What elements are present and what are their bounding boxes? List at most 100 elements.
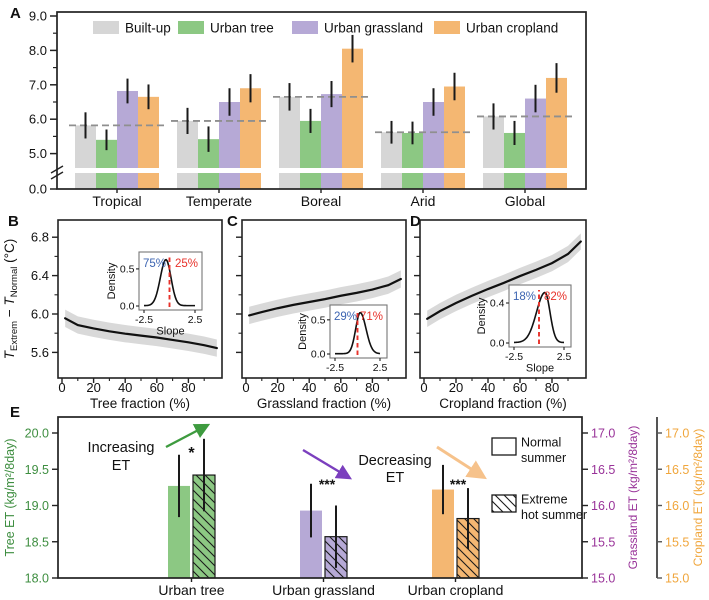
inset-frame <box>138 251 203 311</box>
annotation-increasing-et-line2: ET <box>112 458 131 474</box>
x-tick-label: 40 <box>118 380 132 395</box>
bar-built-up-boreal <box>279 96 300 189</box>
plot-frame-C <box>241 219 407 379</box>
tree-axis-tick-label: 20.0 <box>25 427 49 441</box>
confidence-band-D <box>427 233 581 327</box>
legend-label-cropland: Urban cropland <box>466 21 558 36</box>
x-tick-label: 0 <box>58 380 65 395</box>
tree-axis-tick-label: 18.5 <box>25 535 49 549</box>
inset-left-percent: 29% <box>334 311 357 323</box>
grassland-axis-tick-label: 17.0 <box>591 427 615 441</box>
bar-urban-cropland-arid <box>444 86 465 189</box>
x-axis-title-B: Tree fraction (%) <box>90 396 190 411</box>
grassland-axis-tick-label: 16.5 <box>591 463 615 477</box>
tree-axis-title: Tree ET (kg/m²/8day) <box>3 438 17 556</box>
bar-normal-urban-grassland <box>300 510 322 578</box>
axis-break-mark <box>50 165 64 174</box>
x-tick-label: 0 <box>242 380 249 395</box>
increasing-et-arrow <box>165 423 211 449</box>
x-tick-label: 60 <box>334 380 348 395</box>
plot-frame-D <box>419 219 587 379</box>
inset-left-percent: 75% <box>143 258 166 270</box>
bar-built-up-tropical <box>75 125 96 189</box>
inset-x-tick-label: 2.5 <box>188 314 203 326</box>
cropland-axis-tick-label: 16.0 <box>665 499 689 513</box>
x-tick-label: 20 <box>270 380 284 395</box>
bar-normal-urban-cropland <box>432 489 454 578</box>
inset-y-axis-title: Density <box>297 313 309 350</box>
y-tick-label: 8.0 <box>29 43 47 58</box>
x-tick-label: 80 <box>181 380 195 395</box>
y-axis-title-B: TExtrem − TNormal (°C) <box>2 239 20 360</box>
category-label-arid: Arid <box>411 193 436 209</box>
inset-x-tick-label: -2.5 <box>135 314 153 326</box>
x-tick-label: 60 <box>150 380 164 395</box>
inset-C: 0.0 0.5 -2.5 2.5 Density 29% 71% <box>297 304 388 374</box>
x-tick-label: 20 <box>449 380 463 395</box>
bar-urban-tree-global <box>504 132 525 189</box>
x-axis-title-C: Grassland fraction (%) <box>257 396 391 411</box>
bar-urban-cropland-temperate <box>240 88 261 189</box>
y-tick-label: 6.4 <box>31 268 49 283</box>
bar-urban-cropland-boreal <box>342 48 363 190</box>
confidence-band-B <box>65 309 217 357</box>
inset-y-axis-title: Density <box>476 297 488 334</box>
x-tick-label: 80 <box>365 380 379 395</box>
bar-urban-grassland-temperate <box>219 102 240 189</box>
category-label-urban-grassland: Urban grassland <box>272 582 375 598</box>
tree-axis-tick-label: 19.0 <box>25 499 49 513</box>
bar-urban-tree-tropical <box>96 139 117 189</box>
bar-groups-A <box>75 48 567 190</box>
cropland-axis-tick-label: 16.5 <box>665 463 689 477</box>
legend-label-line1: Extreme <box>521 493 568 507</box>
trend-line-C <box>248 277 402 317</box>
annotation-decreasing-et: Decreasing <box>358 453 431 469</box>
legend-label-builtup: Built-up <box>125 21 171 36</box>
trend-line-D <box>426 240 582 320</box>
bar-urban-tree-temperate <box>198 139 219 189</box>
cropland-axis-tick-label: 17.0 <box>665 427 689 441</box>
inset-x-axis-title: Slope <box>526 363 554 375</box>
plot-frame-E <box>57 416 583 579</box>
inset-y-tick-label: 0.0 <box>120 301 135 313</box>
inset-y-tick-label: 0.5 <box>120 263 135 275</box>
x-axis-title-D: Cropland fraction (%) <box>439 396 567 411</box>
inset-D: 0.0 0.4 -2.5 2.5 Density Slope 18% 82% <box>476 284 572 375</box>
legend-A: Built-up Urban tree Urban grassland Urban c… <box>93 21 558 36</box>
significance-urban-grassland: *** <box>319 476 336 492</box>
inset-y-tick-label: 0.5 <box>311 314 326 326</box>
y-tick-label: 6.8 <box>31 230 49 245</box>
y-tick-label: 6.0 <box>29 112 47 127</box>
tree-axis-tick-label: 18.0 <box>25 572 49 586</box>
significance-urban-tree: * <box>188 445 195 462</box>
significance-urban-cropland: *** <box>450 476 467 492</box>
legend-label-tree: Urban tree <box>210 21 274 36</box>
inset-x-axis-title: Slope <box>156 326 184 338</box>
inset-left-percent: 18% <box>513 291 536 303</box>
legend-label-grassland: Urban grassland <box>324 21 423 36</box>
y-tick-label: 9.0 <box>29 9 47 24</box>
inset-y-tick-label: 0.0 <box>490 338 505 350</box>
inset-right-percent: 25% <box>175 258 198 270</box>
bar-urban-cropland-tropical <box>138 96 159 189</box>
category-label-global: Global <box>505 193 545 209</box>
legend-label-line1: Normal <box>521 436 561 450</box>
x-tick-label: 80 <box>545 380 559 395</box>
bar-urban-tree-arid <box>402 132 423 189</box>
legend-swatch-extreme-hatch <box>492 495 516 512</box>
bar-extreme-urban-tree-hatch <box>193 475 215 578</box>
cropland-axis-tick-label: 15.5 <box>665 535 689 549</box>
panel-label-D: D <box>410 213 421 230</box>
legend-swatch-grassland <box>292 21 318 34</box>
inset-density-curve <box>143 258 195 307</box>
plot-frame-B <box>57 219 223 379</box>
x-tick-label: 60 <box>513 380 527 395</box>
grassland-axis-tick-label: 16.0 <box>591 499 615 513</box>
legend-swatch-tree <box>178 21 204 34</box>
bar-urban-grassland-arid <box>423 102 444 189</box>
inset-frame <box>508 284 572 348</box>
